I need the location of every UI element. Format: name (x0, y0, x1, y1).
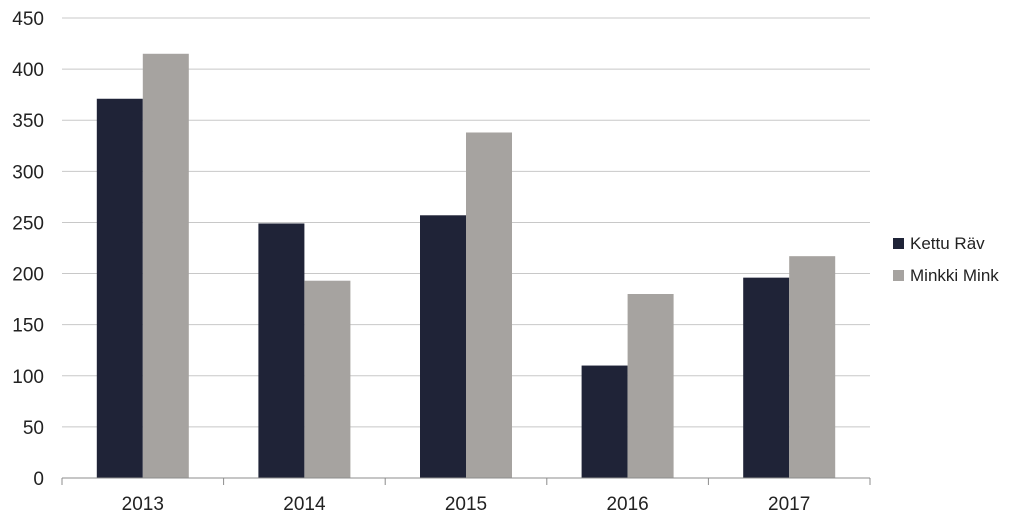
legend-label: Minkki Mink (910, 266, 999, 285)
x-tick-label: 2017 (768, 494, 810, 515)
y-tick-label: 350 (12, 111, 44, 132)
y-tick-label: 200 (12, 265, 44, 286)
bar-2015-series-1 (420, 215, 466, 479)
bar-2014-series-2 (304, 280, 351, 478)
y-tick-label: 300 (12, 162, 44, 183)
bars (96, 53, 836, 479)
x-tick-label: 2013 (122, 494, 164, 515)
bar-2015-series-2 (466, 132, 512, 478)
y-tick-label: 450 (12, 9, 44, 30)
legend-swatch-series-1 (893, 238, 904, 249)
bar-2017-series-2 (789, 256, 836, 478)
y-tick-label: 50 (23, 418, 44, 439)
x-tick-label: 2014 (283, 494, 326, 515)
y-tick-label: 100 (12, 367, 44, 388)
bar-2016-series-1 (581, 365, 628, 478)
x-tick-label: 2015 (445, 494, 487, 515)
y-tick-label: 250 (12, 213, 44, 234)
bar-2014-series-1 (258, 223, 305, 478)
bar-2017-series-1 (743, 277, 790, 478)
bar-2016-series-2 (627, 294, 674, 478)
bar-2013-series-1 (96, 98, 143, 478)
legend-swatch-series-2 (893, 270, 904, 281)
bar-2013-series-2 (142, 53, 189, 479)
y-tick-label: 150 (12, 316, 44, 337)
legend: Kettu Räv Minkki Mink (893, 234, 999, 285)
legend-label: Kettu Räv (910, 234, 985, 253)
y-tick-label: 0 (33, 469, 44, 490)
x-tick-label: 2016 (606, 494, 648, 515)
axes: 0 50 100 150 200 250 300 350 400 450 2013 2014 2015 2… (12, 9, 871, 515)
y-tick-label: 400 (12, 60, 44, 81)
